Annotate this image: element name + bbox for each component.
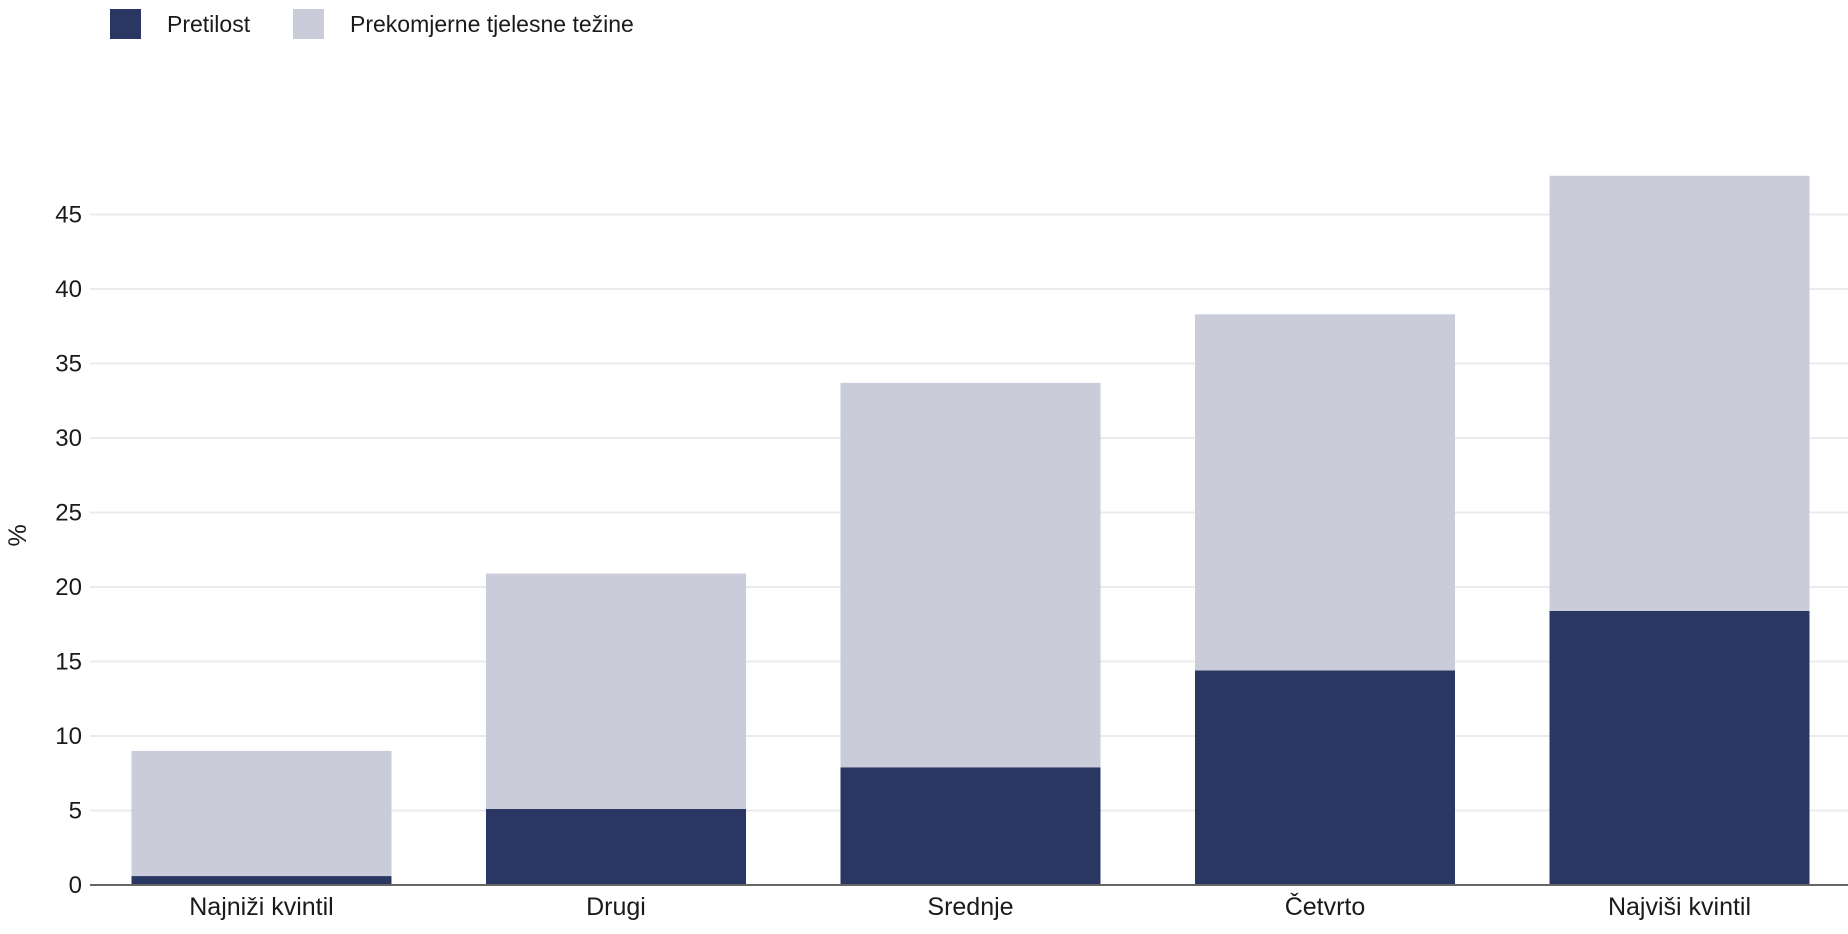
y-axis: % 0 5 10 15 20 25 30 35 40 45 <box>4 202 82 900</box>
bar-overweight <box>840 382 1101 768</box>
bar-obesity <box>1549 610 1810 885</box>
y-tick-label: 20 <box>55 574 82 601</box>
x-tick-label: Najniži kvintil <box>189 893 333 921</box>
bar-overweight <box>1195 314 1455 671</box>
legend-label: Prekomjerne tjelesne težine <box>350 11 634 37</box>
legend-swatch <box>110 9 141 39</box>
bar-obesity <box>1195 670 1455 885</box>
x-tick-label: Srednje <box>927 893 1013 921</box>
y-tick-label: 5 <box>69 798 82 825</box>
y-tick-label: 45 <box>55 202 82 229</box>
bar-obesity <box>840 767 1101 885</box>
y-tick-label: 25 <box>55 500 82 527</box>
bar-overweight <box>486 573 746 810</box>
legend: Pretilost Prekomjerne tjelesne težine <box>110 9 634 39</box>
y-tick-label: 30 <box>55 425 82 452</box>
legend-label: Pretilost <box>167 11 251 37</box>
x-tick-label: Četvrto <box>1285 892 1366 921</box>
y-tick-label: 10 <box>55 723 82 750</box>
y-tick-label: 0 <box>69 872 82 899</box>
bar-overweight <box>1549 175 1810 611</box>
bar-obesity <box>486 809 746 885</box>
legend-swatch <box>293 9 324 39</box>
y-tick-label: 35 <box>55 351 82 378</box>
x-tick-label: Drugi <box>586 893 646 921</box>
x-axis: Najniži kvintil Drugi Srednje Četvrto Najviš… <box>189 892 1751 921</box>
bars <box>131 175 1810 885</box>
bar-obesity <box>131 876 392 885</box>
y-axis-label: % <box>4 524 32 546</box>
x-tick-label: Najviši kvintil <box>1608 893 1751 921</box>
bar-overweight <box>131 750 392 877</box>
y-tick-label: 15 <box>55 649 82 676</box>
y-tick-label: 40 <box>55 276 82 303</box>
